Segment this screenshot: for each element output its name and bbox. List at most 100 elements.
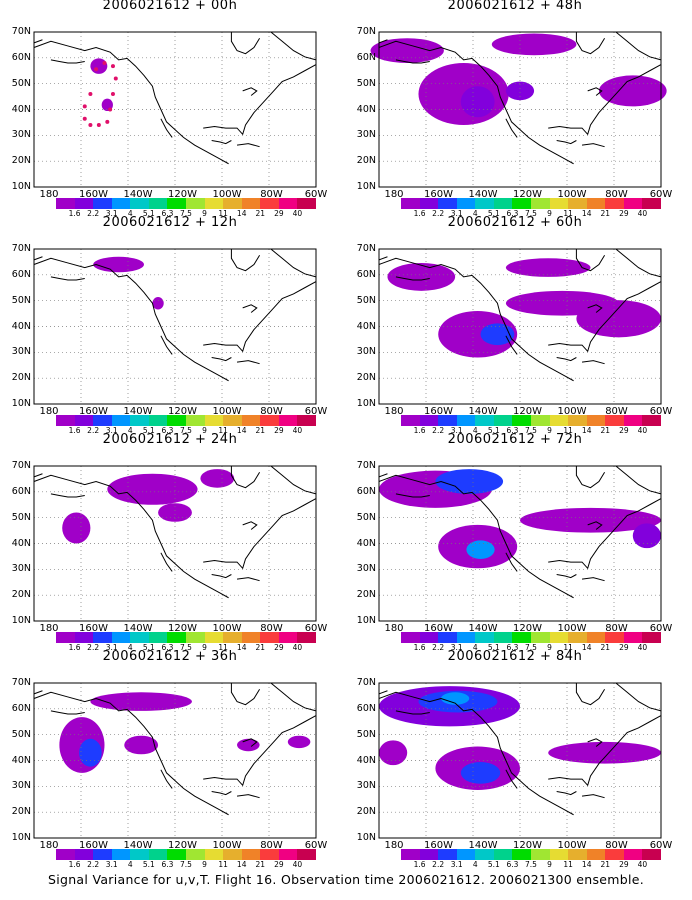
coastline bbox=[575, 32, 606, 55]
colorbar-label: 5.1 bbox=[142, 209, 155, 218]
panel-title: 2006021612 + 48h bbox=[447, 0, 583, 13]
observation-point bbox=[82, 116, 87, 121]
colorbar-label: 9 bbox=[547, 209, 552, 218]
colorbar-swatch bbox=[605, 415, 624, 426]
colorbar-swatch bbox=[401, 198, 420, 209]
coastline bbox=[378, 40, 574, 165]
coastline bbox=[505, 335, 518, 355]
map-canvas bbox=[378, 682, 662, 839]
observation-point bbox=[110, 64, 115, 69]
coastline bbox=[203, 64, 317, 136]
colorbar-swatch bbox=[605, 198, 624, 209]
lon-tick-label: 100W bbox=[557, 623, 587, 634]
colorbar-swatch bbox=[401, 632, 420, 643]
colorbar-swatch bbox=[623, 632, 643, 643]
colorbar-swatch bbox=[512, 849, 531, 860]
lat-tick-label: 10N bbox=[356, 398, 376, 409]
colorbar-label: 5.1 bbox=[487, 209, 500, 218]
colorbar-label: 40 bbox=[292, 643, 303, 652]
coastline bbox=[556, 791, 577, 796]
panel-title: 2006021612 + 00h bbox=[102, 0, 238, 13]
variance-contour bbox=[438, 311, 518, 358]
colorbar-swatch bbox=[111, 632, 131, 643]
lon-tick-label: 120W bbox=[168, 406, 197, 417]
colorbar-label: 4 bbox=[127, 426, 133, 435]
colorbar-label: 3.1 bbox=[450, 426, 463, 435]
coastline bbox=[230, 466, 261, 489]
coastline bbox=[270, 31, 317, 61]
lat-tick-label: 40N bbox=[11, 537, 31, 549]
map-canvas bbox=[378, 465, 662, 622]
coastline bbox=[230, 32, 261, 55]
colorbar-label: 7.5 bbox=[180, 860, 192, 869]
coastline bbox=[230, 249, 261, 272]
coastline bbox=[395, 493, 430, 498]
colorbar-label: 6.3 bbox=[506, 643, 519, 652]
colorbar-swatch bbox=[512, 415, 531, 426]
colorbar-label: 2.2 bbox=[432, 643, 445, 652]
variance-contour bbox=[200, 469, 235, 488]
colorbar-label: 6.3 bbox=[506, 860, 519, 869]
colorbar-swatch bbox=[223, 632, 242, 643]
colorbar-swatch bbox=[148, 198, 168, 209]
colorbar-swatch bbox=[586, 415, 606, 426]
colorbar-label: 29 bbox=[274, 426, 284, 435]
coastline bbox=[505, 769, 518, 789]
colorbar-swatch bbox=[493, 415, 513, 426]
colorbar-swatch bbox=[401, 415, 420, 426]
coastline bbox=[211, 140, 232, 145]
colorbar-label: 40 bbox=[637, 426, 648, 435]
lat-tick-label: 60N bbox=[11, 702, 31, 714]
lat-tick-label: 20N bbox=[11, 155, 31, 167]
colorbar-swatch bbox=[260, 632, 279, 643]
coastline bbox=[505, 552, 518, 572]
colorbar-label: 2.2 bbox=[87, 426, 100, 435]
coastline bbox=[378, 256, 388, 261]
colorbar-swatch bbox=[438, 415, 457, 426]
colorbar-label: 11 bbox=[218, 643, 228, 652]
observation-point bbox=[88, 92, 93, 96]
coastline bbox=[548, 64, 662, 136]
colorbar-swatch bbox=[623, 849, 643, 860]
panel-title: 2006021612 + 24h bbox=[102, 432, 238, 447]
colorbar-label: 3.1 bbox=[450, 209, 463, 218]
lon-tick-label: 80W bbox=[605, 840, 628, 851]
colorbar-label: 3.1 bbox=[105, 209, 118, 218]
lat-tick-label: 10N bbox=[11, 615, 31, 626]
colorbar-label: 1.6 bbox=[68, 426, 81, 435]
lon-tick-label: 180 bbox=[39, 623, 59, 634]
lon-tick-label: 80W bbox=[260, 623, 283, 634]
colorbar-label: 9 bbox=[202, 209, 207, 218]
colorbar-swatch bbox=[456, 415, 476, 426]
colorbar-swatch bbox=[419, 849, 439, 860]
colorbar-label: 6.3 bbox=[161, 426, 174, 435]
lat-tick-label: 20N bbox=[356, 372, 376, 384]
variance-contour bbox=[441, 692, 470, 705]
variance-contour bbox=[466, 540, 495, 559]
map-canvas bbox=[33, 682, 317, 839]
lat-tick-label: 50N bbox=[11, 77, 31, 89]
map-panel: 2006021612 + 48h 70N 60N 50N 40N 30N 20N 10N 180… bbox=[345, 0, 685, 218]
lat-tick-label: 50N bbox=[356, 77, 376, 89]
lat-tick-label: 30N bbox=[11, 780, 31, 792]
colorbar-swatch bbox=[56, 849, 75, 860]
lat-tick-label: 60N bbox=[356, 51, 376, 63]
colorbar-label: 2.2 bbox=[432, 860, 445, 869]
colorbar-label: 11 bbox=[218, 860, 228, 869]
colorbar-label: 3.1 bbox=[450, 643, 463, 652]
coastline bbox=[50, 710, 85, 715]
coastline bbox=[395, 276, 430, 281]
lat-tick-label: 50N bbox=[11, 511, 31, 523]
lon-tick-label: 180 bbox=[384, 406, 404, 417]
lat-tick-label: 50N bbox=[356, 511, 376, 523]
colorbar-label: 9 bbox=[202, 426, 207, 435]
colorbar-label: 9 bbox=[547, 860, 552, 869]
colorbar-swatch bbox=[148, 415, 168, 426]
coastline bbox=[587, 738, 603, 747]
lon-tick-label: 120W bbox=[168, 840, 197, 851]
colorbar-swatch bbox=[93, 632, 112, 643]
colorbar-swatch bbox=[278, 632, 298, 643]
coastline bbox=[230, 683, 261, 706]
panel-title: 2006021612 + 12h bbox=[102, 215, 238, 230]
lat-tick-label: 10N bbox=[356, 832, 376, 843]
